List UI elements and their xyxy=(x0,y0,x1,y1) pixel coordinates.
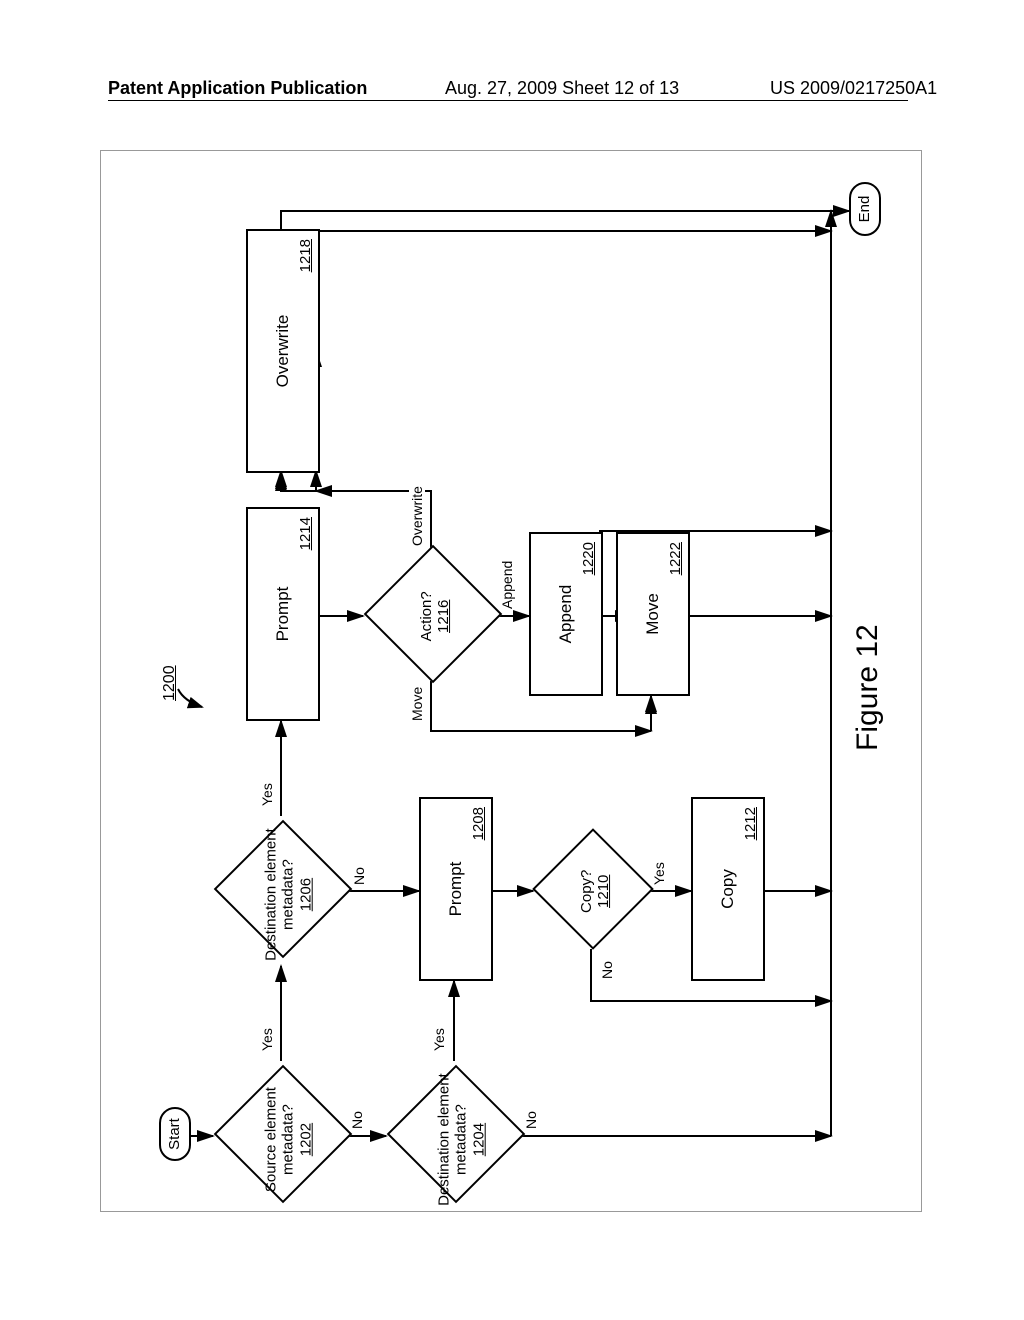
process-1208-text: Prompt xyxy=(446,862,466,917)
decision-1202-text: Source element metadata? xyxy=(263,1087,297,1192)
edge-1210-yes: Yes xyxy=(651,862,667,885)
decision-1206: Destination element metadata? 1206 xyxy=(214,820,353,959)
edge-1210-no: No xyxy=(599,961,615,979)
edge-1202-no: No xyxy=(349,1111,365,1129)
header-right: US 2009/0217250A1 xyxy=(770,78,937,99)
decision-1202-ref: 1202 xyxy=(297,1123,314,1156)
decision-1202: Source element metadata? 1202 xyxy=(214,1065,353,1204)
decision-1210-label: Copy? 1210 xyxy=(578,821,613,961)
figure-frame: Start End Source element metadata? 1202 … xyxy=(100,150,922,1212)
decision-1210: Copy? 1210 xyxy=(532,828,654,950)
process-1208: Prompt 1208 xyxy=(419,797,493,981)
process-1212: Copy 1212 xyxy=(691,797,765,981)
process-1214: Prompt 1214 xyxy=(246,507,320,721)
process-1218-ref: 1218 xyxy=(297,239,314,272)
process-1212-text: Copy xyxy=(718,869,738,909)
decision-1216-text: Action? xyxy=(418,591,435,641)
edge-1206-yes: Yes xyxy=(259,783,275,806)
process-1220-text: Append xyxy=(556,585,576,644)
process-1218-text: Overwrite xyxy=(273,315,293,388)
figure-caption: Figure 12 xyxy=(851,624,885,751)
header-mid: Aug. 27, 2009 Sheet 12 of 13 xyxy=(445,78,679,99)
process-1214-text: Prompt xyxy=(273,587,293,642)
connectors-svg xyxy=(131,171,891,1191)
process-1214-ref: 1214 xyxy=(297,517,314,550)
decision-1206-label: Destination element metadata? 1206 xyxy=(263,825,315,965)
decision-1216: Action? 1216 xyxy=(364,545,503,684)
header-left: Patent Application Publication xyxy=(108,78,367,99)
edge-1216-overwrite: Overwrite xyxy=(409,486,425,546)
edge-1206-no: No xyxy=(351,867,367,885)
process-1212-ref: 1212 xyxy=(742,807,759,840)
edge-1202-yes: Yes xyxy=(259,1028,275,1051)
edge-1216-append: Append xyxy=(499,561,515,609)
decision-1210-text: Copy? xyxy=(578,870,595,913)
process-1220-ref: 1220 xyxy=(580,542,597,575)
decision-1204: Destination element metadata? 1204 xyxy=(387,1065,526,1204)
start-label: Start xyxy=(166,1118,183,1150)
edge-1204-no: No xyxy=(523,1111,539,1129)
decision-1206-ref: 1206 xyxy=(297,878,314,911)
edge-1204-yes: Yes xyxy=(431,1028,447,1051)
edge-1216-move: Move xyxy=(409,687,425,721)
decision-1204-label: Destination element metadata? 1204 xyxy=(436,1070,488,1210)
ref-arrow-icon xyxy=(176,687,206,711)
decision-1216-label: Action? 1216 xyxy=(418,546,453,686)
process-1222: Move 1222 xyxy=(616,532,690,696)
page: Patent Application Publication Aug. 27, … xyxy=(0,0,1024,1320)
process-1208-ref: 1208 xyxy=(470,807,487,840)
decision-1204-ref: 1204 xyxy=(470,1123,487,1156)
decision-1204-text: Destination element metadata? xyxy=(436,1073,470,1206)
flowchart-diagram: Start End Source element metadata? 1202 … xyxy=(131,171,891,1191)
end-label: End xyxy=(856,196,873,223)
process-1220: Append 1220 xyxy=(529,532,603,696)
process-1222-ref: 1222 xyxy=(667,542,684,575)
process-1218: Overwrite 1218 xyxy=(246,229,320,473)
end-terminator: End xyxy=(849,182,881,236)
process-1222-text: Move xyxy=(643,593,663,635)
start-terminator: Start xyxy=(159,1107,191,1161)
decision-1206-text: Destination element metadata? xyxy=(263,828,297,961)
header-rule xyxy=(108,100,908,101)
decision-1202-label: Source element metadata? 1202 xyxy=(263,1070,315,1210)
decision-1210-ref: 1210 xyxy=(595,875,612,908)
decision-1216-ref: 1216 xyxy=(435,600,452,633)
diagram-rotated-wrap: Start End Source element metadata? 1202 … xyxy=(131,171,891,1191)
